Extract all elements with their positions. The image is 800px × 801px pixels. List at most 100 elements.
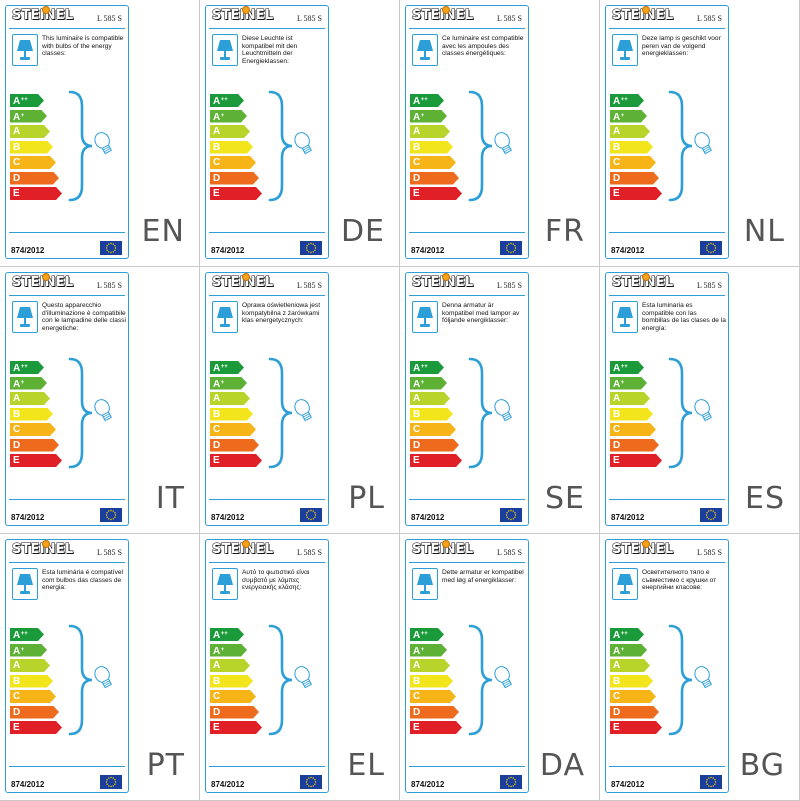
label-panel: STEINEL L 585 S Ce luminaire est compatibl… bbox=[400, 0, 600, 267]
eu-flag-icon bbox=[700, 775, 722, 789]
energy-class-label: B bbox=[413, 141, 420, 154]
energy-class-label: A++ bbox=[213, 628, 228, 642]
energy-class-letter: C bbox=[413, 424, 421, 435]
energy-class-bar: A++ bbox=[210, 94, 244, 107]
energy-class-label: E bbox=[613, 187, 620, 200]
energy-class-bar: A++ bbox=[410, 361, 444, 374]
energy-class-letter: A bbox=[613, 660, 621, 671]
compatibility-text: Deze lamp is geschikt voor peren van de … bbox=[642, 35, 721, 58]
language-code: FR bbox=[544, 214, 585, 249]
brand-logo: STEINEL bbox=[411, 274, 474, 290]
energy-class-label: A+ bbox=[413, 110, 424, 124]
language-code: PT bbox=[146, 748, 185, 783]
energy-class-suffix: + bbox=[420, 112, 425, 119]
label-panel: STEINEL L 585 S Denna armatur är kompatibe… bbox=[400, 267, 600, 534]
energy-class-label: C bbox=[613, 156, 620, 169]
label-panel: STEINEL L 585 S Dette armatur er kompatibe… bbox=[400, 534, 600, 801]
compatibility-text: Esta luminária é compatível com bulbos d… bbox=[42, 569, 123, 592]
energy-class-label: D bbox=[213, 172, 220, 185]
divider bbox=[409, 295, 525, 296]
energy-class-letter: A bbox=[13, 645, 21, 657]
brand-logo: STEINEL bbox=[611, 541, 674, 557]
brand-logo: STEINEL bbox=[411, 7, 474, 23]
energy-class-letter: C bbox=[13, 424, 21, 435]
bulb-icon bbox=[66, 624, 120, 741]
energy-class-bar: E bbox=[10, 721, 62, 734]
lamp-icon bbox=[412, 34, 438, 66]
energy-class-bar: E bbox=[210, 721, 262, 734]
energy-class-label: D bbox=[213, 706, 220, 719]
energy-class-label: D bbox=[613, 172, 620, 185]
energy-class-label: C bbox=[213, 156, 220, 169]
energy-class-bar: A++ bbox=[210, 361, 244, 374]
energy-class-label: A bbox=[413, 392, 420, 405]
energy-class-label: E bbox=[613, 721, 620, 734]
energy-class-letter: D bbox=[213, 172, 221, 184]
divider bbox=[9, 295, 125, 296]
energy-class-bar: A bbox=[410, 659, 450, 672]
lamp-icon bbox=[612, 301, 638, 333]
energy-class-bar: E bbox=[10, 187, 62, 200]
compatibility-text: Esta luminaria es compatible con las bom… bbox=[642, 302, 726, 333]
language-code: IT bbox=[155, 481, 185, 516]
energy-class-suffix: ++ bbox=[20, 364, 28, 370]
label-panel: STEINEL L 585 S Αυτό το φωτιστικό είναι συ… bbox=[200, 534, 400, 801]
energy-class-label: C bbox=[413, 423, 420, 436]
energy-label-card: STEINEL L 585 S Ce luminaire est compatibl… bbox=[405, 5, 529, 259]
energy-class-letter: D bbox=[413, 172, 421, 184]
brand-logo: STEINEL bbox=[11, 541, 74, 557]
energy-class-bar: A+ bbox=[210, 110, 247, 123]
energy-class-suffix: + bbox=[220, 646, 225, 653]
language-code: DA bbox=[539, 748, 585, 783]
energy-class-letter: A bbox=[13, 378, 21, 390]
language-code: EN bbox=[141, 214, 185, 249]
energy-class-label: B bbox=[413, 675, 420, 688]
bulb-icon bbox=[466, 624, 520, 741]
energy-class-label: C bbox=[613, 423, 620, 436]
divider bbox=[209, 499, 325, 500]
energy-class-letter: D bbox=[613, 439, 621, 451]
model-number: L 585 S bbox=[96, 14, 122, 23]
regulation-number: 874/2012 bbox=[611, 513, 645, 522]
energy-class-bar: E bbox=[210, 187, 262, 200]
energy-class-bar: A+ bbox=[10, 644, 47, 657]
brand-logo-dot bbox=[442, 6, 450, 14]
divider bbox=[209, 295, 325, 296]
energy-class-label: E bbox=[213, 454, 220, 467]
energy-class-letter: B bbox=[13, 408, 21, 420]
energy-label-card: STEINEL L 585 S Αυτό το φωτιστικό είναι συ… bbox=[205, 539, 329, 793]
energy-class-letter: C bbox=[613, 424, 621, 435]
energy-class-bar: D bbox=[410, 172, 459, 185]
energy-class-letter: A bbox=[613, 111, 621, 123]
energy-class-bar: D bbox=[10, 439, 59, 452]
energy-class-suffix: ++ bbox=[420, 97, 428, 103]
energy-class-bar: C bbox=[410, 156, 456, 169]
energy-class-bar: A+ bbox=[210, 377, 247, 390]
energy-class-bar: A++ bbox=[410, 94, 444, 107]
brand-logo: STEINEL bbox=[11, 7, 74, 23]
energy-class-bar: A bbox=[10, 392, 50, 405]
energy-class-label: A bbox=[613, 659, 620, 672]
energy-class-label: B bbox=[13, 141, 20, 154]
energy-class-bar: E bbox=[410, 187, 462, 200]
energy-class-bar: A+ bbox=[610, 377, 647, 390]
energy-class-label: A++ bbox=[613, 94, 628, 108]
energy-class-letter: D bbox=[13, 706, 21, 718]
energy-class-bar: A bbox=[10, 659, 50, 672]
energy-class-bar: B bbox=[10, 141, 53, 154]
compatibility-text: Ce luminaire est compatible avec les amp… bbox=[442, 35, 524, 58]
brand-logo-dot bbox=[442, 540, 450, 548]
divider bbox=[209, 232, 325, 233]
energy-class-bar: A++ bbox=[610, 361, 644, 374]
brand-logo-dot bbox=[242, 6, 250, 14]
divider bbox=[609, 562, 725, 563]
energy-class-letter: C bbox=[213, 157, 221, 168]
energy-label-card: STEINEL L 585 S Denna armatur är kompatibe… bbox=[405, 272, 529, 526]
energy-class-label: A+ bbox=[613, 644, 624, 658]
brand-logo: STEINEL bbox=[11, 274, 74, 290]
energy-class-suffix: + bbox=[620, 112, 625, 119]
energy-class-suffix: + bbox=[20, 646, 25, 653]
lamp-icon bbox=[612, 568, 638, 600]
energy-class-label: A+ bbox=[213, 644, 224, 658]
